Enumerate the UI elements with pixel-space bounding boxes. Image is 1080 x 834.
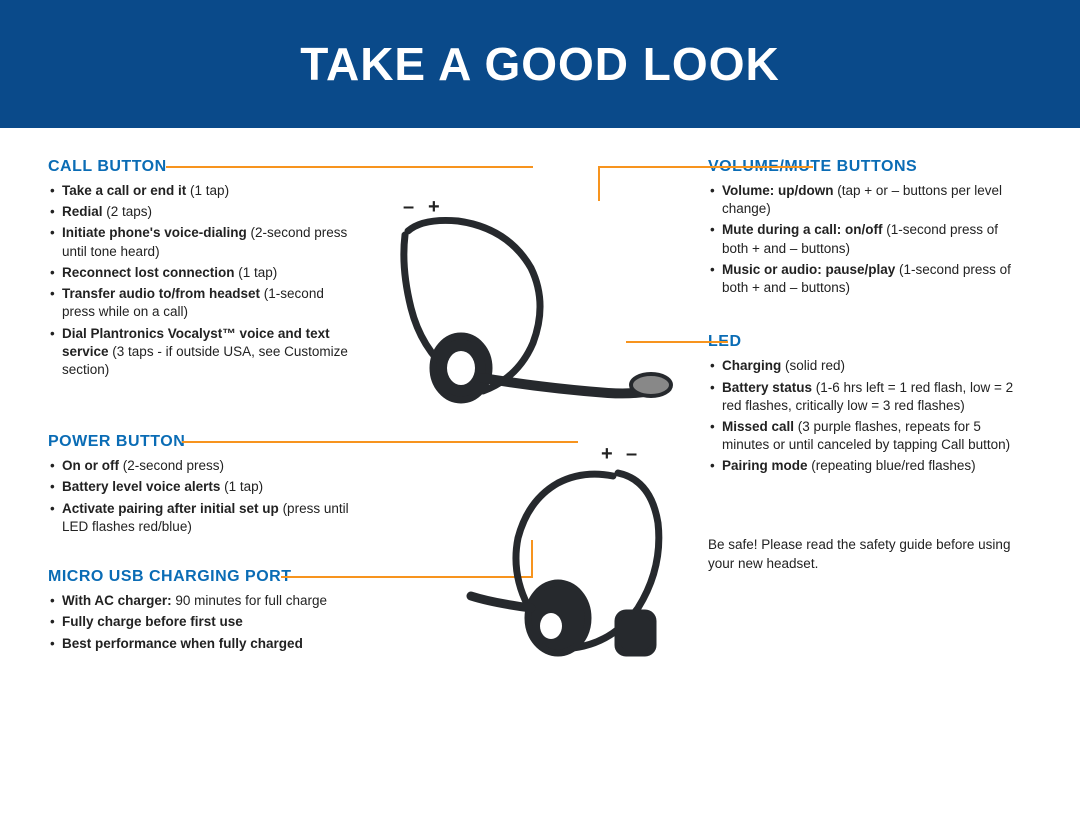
section-usb-port: MICRO USB CHARGING PORT With AC charger:…: [48, 568, 353, 653]
list-item: Initiate phone's voice-dialing (2-second…: [62, 224, 353, 260]
section-power-button: POWER BUTTON On or off (2-second press) …: [48, 433, 353, 536]
power-button-title: POWER BUTTON: [48, 433, 353, 451]
list-item: Transfer audio to/from headset (1-second…: [62, 285, 353, 321]
usb-port-title: MICRO USB CHARGING PORT: [48, 568, 353, 586]
list-item: With AC charger: 90 minutes for full cha…: [62, 592, 353, 610]
header-banner: TAKE A GOOD LOOK: [0, 0, 1080, 128]
call-button-title: CALL BUTTON: [48, 158, 353, 176]
list-item: Take a call or end it (1 tap): [62, 182, 353, 200]
headset-front-icon: [363, 213, 673, 433]
right-column: VOLUME/MUTE BUTTONS Volume: up/down (tap…: [693, 158, 1028, 814]
device-illustration: – + + –: [353, 168, 693, 814]
section-call-button: CALL BUTTON Take a call or end it (1 tap…: [48, 158, 353, 379]
list-item: Mute during a call: on/off (1-second pre…: [722, 221, 1028, 257]
page-title: TAKE A GOOD LOOK: [300, 37, 779, 91]
list-item: Music or audio: pause/play (1-second pre…: [722, 261, 1028, 297]
list-item: Pairing mode (repeating blue/red flashes…: [722, 457, 1028, 475]
list-item: On or off (2-second press): [62, 457, 353, 475]
list-item: Volume: up/down (tap + or – buttons per …: [722, 182, 1028, 218]
list-item: Missed call (3 purple flashes, repeats f…: [722, 418, 1028, 454]
content-area: CALL BUTTON Take a call or end it (1 tap…: [0, 128, 1080, 834]
list-item: Battery level voice alerts (1 tap): [62, 478, 353, 496]
list-item: Reconnect lost connection (1 tap): [62, 264, 353, 282]
section-led: LED Charging (solid red) Battery status …: [708, 333, 1028, 475]
list-item: Battery status (1-6 hrs left = 1 red fla…: [722, 379, 1028, 415]
volume-mute-title: VOLUME/MUTE BUTTONS: [708, 158, 1028, 176]
power-button-list: On or off (2-second press) Battery level…: [48, 457, 353, 536]
left-column: CALL BUTTON Take a call or end it (1 tap…: [48, 158, 353, 814]
volume-mute-list: Volume: up/down (tap + or – buttons per …: [708, 182, 1028, 297]
list-item: Redial (2 taps): [62, 203, 353, 221]
headset-back-icon: [463, 458, 683, 678]
list-item: Charging (solid red): [722, 357, 1028, 375]
list-item: Dial Plantronics Vocalyst™ voice and tex…: [62, 325, 353, 380]
section-volume-mute: VOLUME/MUTE BUTTONS Volume: up/down (tap…: [708, 158, 1028, 297]
led-list: Charging (solid red) Battery status (1-6…: [708, 357, 1028, 475]
list-item: Activate pairing after initial set up (p…: [62, 500, 353, 536]
usb-port-list: With AC charger: 90 minutes for full cha…: [48, 592, 353, 653]
list-item: Best performance when fully charged: [62, 635, 353, 653]
list-item: Fully charge before first use: [62, 613, 353, 631]
safety-note: Be safe! Please read the safety guide be…: [708, 536, 1028, 574]
center-column: – + + –: [353, 158, 693, 814]
led-title: LED: [708, 333, 1028, 351]
call-button-list: Take a call or end it (1 tap) Redial (2 …: [48, 182, 353, 379]
